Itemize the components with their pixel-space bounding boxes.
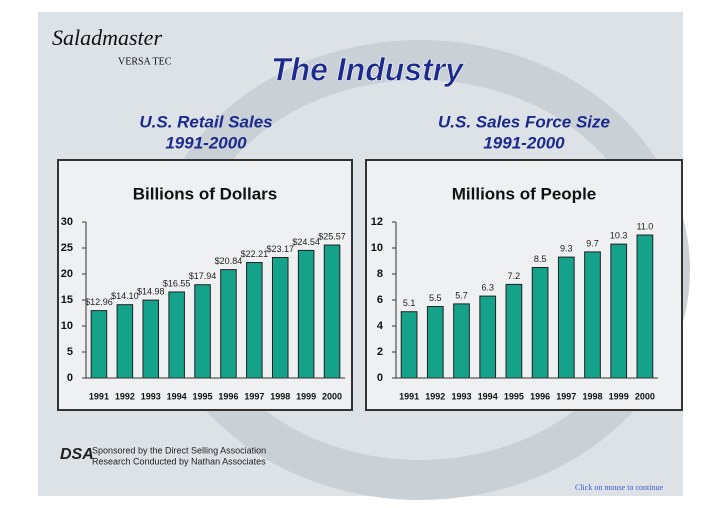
value-label: $14.98 [137, 286, 165, 296]
bar [636, 234, 654, 379]
chart-heading: 1991-2000 [165, 133, 247, 152]
x-tick-label: 1998 [582, 391, 602, 401]
value-label: 7.2 [508, 271, 521, 281]
bar [479, 295, 497, 379]
y-tick-label: 8 [377, 268, 383, 280]
chart-heading: U.S. Retail Sales [139, 112, 272, 131]
y-tick-label: 4 [377, 320, 384, 332]
x-tick-label: 1996 [218, 391, 238, 401]
value-label: 5.5 [429, 293, 442, 303]
sponsor-line: Research Conducted by Nathan Associates [92, 456, 266, 466]
bar [142, 299, 160, 379]
x-tick-label: 1994 [167, 391, 187, 401]
footer-hint: Click on mouse to continue [575, 483, 663, 492]
bar [505, 283, 523, 379]
y-tick-label: 0 [67, 372, 73, 384]
logo-brand: VERSA TEC [118, 56, 172, 67]
bar [194, 284, 211, 379]
value-label: 8.5 [534, 254, 547, 264]
value-label: $14.10 [111, 291, 139, 301]
bar [610, 243, 628, 379]
value-label: 5.1 [403, 298, 416, 308]
sponsor-logo: DSA [60, 446, 94, 463]
value-label: 5.7 [455, 290, 468, 300]
x-tick-label: 1991 [399, 391, 419, 401]
y-tick-label: 2 [377, 346, 383, 358]
y-tick-label: 10 [61, 320, 73, 332]
x-tick-label: 1999 [296, 391, 316, 401]
value-label: $17.94 [189, 271, 217, 281]
bar [426, 306, 444, 379]
y-tick-label: 25 [61, 242, 73, 254]
x-tick-label: 1997 [244, 391, 264, 401]
bar [323, 244, 341, 379]
bar [297, 249, 315, 379]
logo-script: Saladmaster [52, 25, 162, 50]
bar [168, 291, 185, 379]
chart-heading: U.S. Sales Force Size [438, 112, 610, 131]
bar [400, 311, 418, 379]
y-tick-label: 10 [371, 242, 383, 254]
x-tick-label: 2000 [322, 391, 342, 401]
x-tick-label: 1996 [530, 391, 550, 401]
sponsor-line: Sponsored by the Direct Selling Associat… [92, 445, 266, 455]
bar [246, 262, 263, 379]
x-tick-label: 1992 [425, 391, 445, 401]
y-tick-label: 0 [377, 372, 383, 384]
chart-title: Billions of Dollars [133, 184, 278, 203]
bar [220, 269, 237, 379]
bar [116, 304, 134, 379]
y-tick-label: 15 [61, 294, 73, 306]
slide-title: The Industry [271, 51, 465, 87]
x-tick-label: 1997 [556, 391, 576, 401]
x-tick-label: 1992 [115, 391, 135, 401]
value-label: $23.17 [266, 244, 294, 254]
value-label: 11.0 [636, 221, 653, 231]
bar [531, 267, 549, 379]
value-label: $12.96 [85, 297, 113, 307]
value-label: $16.55 [163, 278, 191, 288]
bar [271, 257, 289, 379]
y-tick-label: 5 [67, 346, 73, 358]
value-label: $25.57 [318, 231, 346, 241]
value-label: $24.54 [292, 237, 320, 247]
x-tick-label: 1995 [193, 391, 213, 401]
bar [453, 303, 470, 379]
value-label: 9.3 [560, 243, 573, 253]
x-tick-label: 1999 [609, 391, 629, 401]
chart-title: Millions of People [452, 184, 597, 203]
bar [557, 256, 575, 379]
x-tick-label: 1995 [504, 391, 524, 401]
y-tick-label: 30 [61, 216, 73, 228]
x-tick-label: 1993 [141, 391, 161, 401]
x-tick-label: 1993 [451, 391, 471, 401]
y-tick-label: 6 [377, 294, 383, 306]
x-tick-label: 1994 [478, 391, 498, 401]
bar [90, 310, 108, 379]
y-tick-label: 12 [371, 216, 383, 228]
value-label: 6.3 [481, 282, 494, 292]
value-label: $20.84 [215, 256, 243, 266]
bar [584, 251, 601, 379]
chart-heading: 1991-2000 [483, 133, 565, 152]
value-label: $22.21 [241, 249, 269, 259]
y-tick-label: 20 [61, 268, 73, 280]
value-label: 10.3 [610, 230, 628, 240]
x-tick-label: 2000 [635, 391, 655, 401]
x-tick-label: 1998 [270, 391, 290, 401]
value-label: 9.7 [586, 238, 599, 248]
chart-panel [365, 159, 683, 411]
x-tick-label: 1991 [89, 391, 109, 401]
